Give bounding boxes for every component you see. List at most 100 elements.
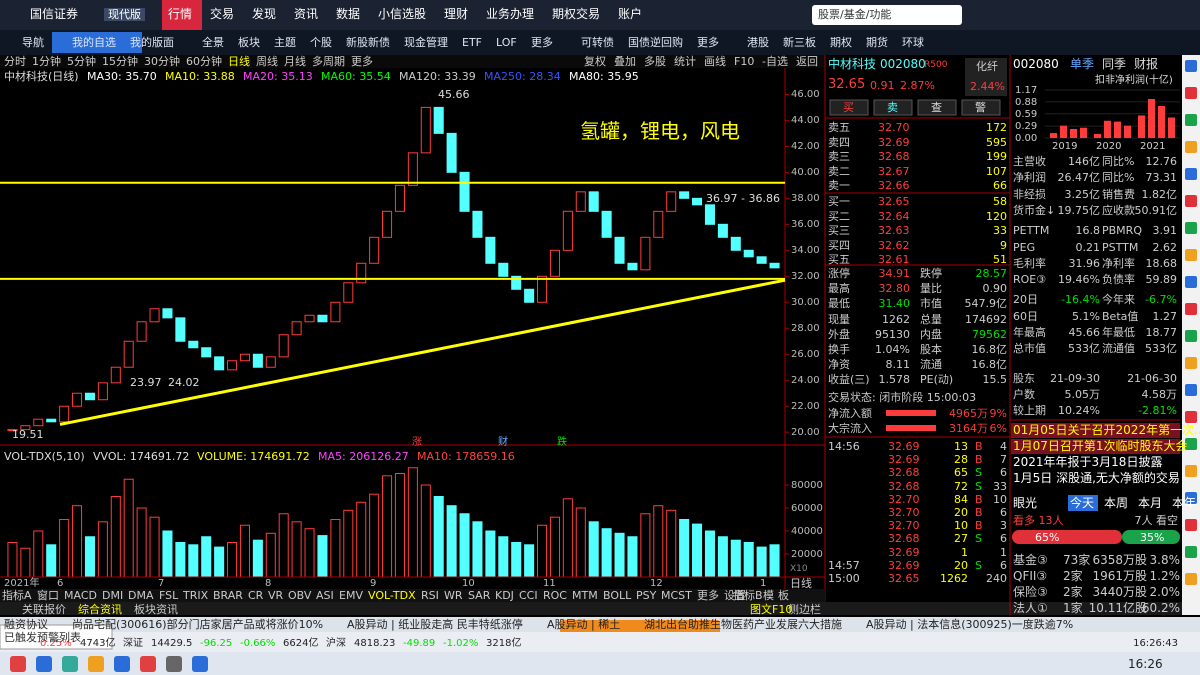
indicator-tab[interactable]: DMI: [102, 589, 124, 602]
toolbar-item[interactable]: 期货: [866, 36, 888, 49]
toolbar-item[interactable]: 我的自选: [72, 36, 116, 49]
toolbar-item[interactable]: 环球: [902, 36, 924, 49]
menu-item[interactable]: 账户: [618, 7, 643, 21]
toolbar-item[interactable]: 国债逆回购: [628, 36, 683, 49]
eye-tab[interactable]: 本年: [1172, 496, 1197, 510]
news-item[interactable]: 01月05日关于召开2022年第一次...: [1013, 423, 1200, 437]
chart-tool[interactable]: F10: [734, 55, 755, 68]
indicator-tab[interactable]: CCI: [519, 589, 538, 602]
menu-item[interactable]: 发现: [252, 7, 277, 21]
bottom-tab[interactable]: 关联报价: [22, 603, 66, 616]
toolbar-item[interactable]: 导航: [22, 36, 44, 49]
menu-item[interactable]: 理财: [444, 7, 469, 21]
indicator-tab[interactable]: 设置: [724, 589, 746, 602]
bottom-tab[interactable]: 侧边栏: [788, 603, 821, 616]
indicator-tab[interactable]: CR: [248, 589, 264, 602]
ticker-item[interactable]: 尚品宅配(300616)部分门店家居产品或将涨价10%: [72, 618, 324, 631]
trade-button[interactable]: 买: [843, 101, 854, 114]
indicator-tab[interactable]: VR: [268, 589, 284, 602]
indicator-tab[interactable]: FSL: [159, 589, 179, 602]
period-tab[interactable]: 多周期: [312, 55, 345, 68]
toolbar-item[interactable]: 现金管理: [404, 36, 448, 49]
indicator-tab[interactable]: DMA: [128, 589, 154, 602]
indicator-tab[interactable]: OBV: [288, 589, 312, 602]
toolbar-item[interactable]: 更多: [697, 36, 719, 49]
chart-tool[interactable]: 统计: [674, 55, 696, 68]
indicator-tab[interactable]: ROC: [543, 589, 567, 602]
bottom-tab[interactable]: 图文F10: [750, 603, 793, 616]
chart-tool[interactable]: 多股: [644, 55, 666, 68]
toolbar-item[interactable]: ETF: [462, 36, 482, 49]
chart-tool[interactable]: 复权: [584, 55, 606, 68]
trade-button[interactable]: 查: [931, 101, 942, 114]
bottom-tab[interactable]: 板块资讯: [134, 603, 178, 616]
f10-tab[interactable]: 单季: [1070, 57, 1095, 71]
eye-tab[interactable]: 本周: [1104, 496, 1129, 510]
menu-item[interactable]: 资讯: [294, 7, 319, 21]
period-tab[interactable]: 月线: [284, 55, 306, 68]
ticker-item[interactable]: A股异动 | 纸业股走高 民丰特纸涨停: [347, 618, 523, 631]
menu-item[interactable]: 交易: [210, 7, 235, 21]
menu-item[interactable]: 数据: [336, 7, 361, 21]
side-tab[interactable]: 指标B: [733, 589, 763, 602]
side-tab[interactable]: 板: [778, 589, 789, 602]
indicator-tab[interactable]: ASI: [316, 589, 334, 602]
indicator-tab[interactable]: VOL-TDX: [368, 589, 416, 602]
trade-button[interactable]: 卖: [887, 101, 898, 114]
news-item[interactable]: 1月07日召开第1次临时股东大会: [1013, 439, 1188, 453]
ticker-item[interactable]: A股异动 | 法本信息(300925)一度跌逾7%: [866, 618, 1074, 631]
toolbar-item[interactable]: 新股新债: [346, 36, 390, 49]
menu-item[interactable]: 期权交易: [552, 7, 601, 21]
indicator-tab[interactable]: TRIX: [183, 589, 209, 602]
indicator-tab[interactable]: 更多: [697, 589, 719, 602]
indicator-tab[interactable]: KDJ: [495, 589, 514, 602]
alert-title[interactable]: 已触发预警列表: [4, 631, 81, 644]
menu-item[interactable]: 小信选股: [378, 7, 427, 21]
trade-button[interactable]: 警: [975, 101, 986, 114]
indicator-tab[interactable]: MACD: [64, 589, 97, 602]
side-tab[interactable]: 模: [763, 589, 774, 602]
indicator-tab[interactable]: EMV: [339, 589, 363, 602]
indicator-tab[interactable]: BRAR: [213, 589, 243, 602]
eye-tab[interactable]: 本月: [1138, 496, 1163, 510]
period-tab[interactable]: 周线: [256, 55, 278, 68]
indicator-tab[interactable]: MTM: [572, 589, 598, 602]
toolbar-item[interactable]: 港股: [747, 36, 769, 49]
indicator-tab[interactable]: SAR: [468, 589, 491, 602]
indicator-tab[interactable]: 指标A: [2, 589, 32, 602]
toolbar-item[interactable]: LOF: [496, 36, 517, 49]
toolbar-item[interactable]: 可转债: [581, 36, 614, 49]
menu-item[interactable]: 业务办理: [486, 7, 535, 21]
indicator-tab[interactable]: 窗口: [37, 589, 59, 602]
toolbar-item[interactable]: 全景: [202, 36, 224, 49]
chart-tool[interactable]: 叠加: [614, 55, 636, 68]
toolbar-item[interactable]: 新三板: [783, 36, 816, 49]
menu-item[interactable]: 行情: [168, 7, 193, 21]
f10-tab[interactable]: 同季: [1102, 57, 1127, 71]
period-tab[interactable]: 15分钟: [102, 55, 138, 68]
ticker-item[interactable]: 湖北出台助推生物医药产业发展六大措施: [644, 618, 842, 631]
f10-tab[interactable]: 财报: [1134, 57, 1159, 71]
bottom-tab[interactable]: 综合资讯: [78, 603, 122, 616]
indicator-tab[interactable]: RSI: [421, 589, 439, 602]
chart-tool[interactable]: 画线: [704, 55, 726, 68]
period-tab[interactable]: 分时: [4, 55, 26, 68]
period-tab[interactable]: 60分钟: [186, 55, 222, 68]
period-tab[interactable]: 1分钟: [32, 55, 61, 68]
chart-tool[interactable]: -自选: [762, 55, 788, 68]
ticker-item[interactable]: A股异动 | 稀土: [547, 618, 621, 631]
period-tab[interactable]: 更多: [351, 55, 373, 68]
news-item[interactable]: 2021年年报于3月18日披露: [1013, 455, 1163, 469]
news-item[interactable]: 1月5日 深股通,无大净额的交易: [1013, 471, 1180, 485]
toolbar-item[interactable]: 期权: [830, 36, 852, 49]
search-input[interactable]: 股票/基金/功能: [818, 8, 892, 21]
toolbar-item[interactable]: 板块: [238, 36, 260, 49]
ticker-item[interactable]: 融资协议: [4, 618, 48, 631]
chart-tool[interactable]: 返回: [796, 55, 818, 68]
period-tab[interactable]: 30分钟: [144, 55, 180, 68]
toolbar-item[interactable]: 我的版面: [130, 36, 174, 49]
indicator-tab[interactable]: PSY: [636, 589, 657, 602]
toolbar-item[interactable]: 个股: [310, 36, 332, 49]
eye-tab[interactable]: 今天: [1070, 496, 1095, 510]
indicator-tab[interactable]: WR: [444, 589, 463, 602]
